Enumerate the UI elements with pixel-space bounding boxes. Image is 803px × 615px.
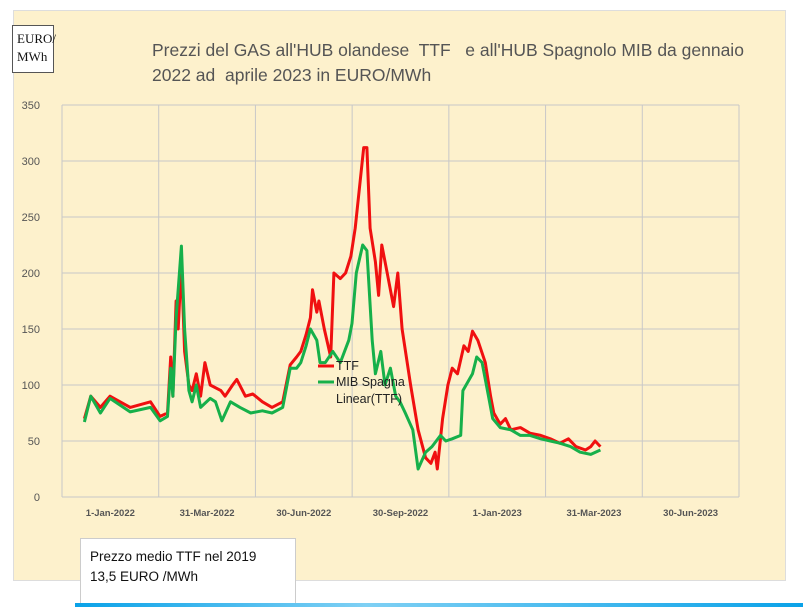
y-tick-label: 150	[22, 324, 40, 336]
y-tick-label: 350	[22, 100, 40, 112]
note-line1: Prezzo medio TTF nel 2019	[90, 549, 257, 564]
x-tick-label: 1-Jan-2023	[473, 508, 522, 519]
chart-title-line2: 2022 ad aprile 2023 in EURO/MWh	[152, 65, 432, 85]
unit-label-line2: MWh	[17, 49, 48, 64]
legend-label-linear-ttf: Linear(TTF)	[336, 392, 402, 406]
y-tick-label: 0	[34, 492, 40, 504]
chart-title-line1: Prezzi del GAS all'HUB olandese TTF e al…	[152, 40, 744, 60]
y-tick-label: 100	[22, 380, 40, 392]
x-tick-label: 1-Jan-2022	[86, 508, 135, 519]
legend-label-mib: MIB Spagna	[336, 375, 405, 389]
note-line2: 13,5 EURO /MWh	[90, 569, 199, 584]
x-tick-label: 30-Sep-2022	[373, 508, 428, 519]
unit-label-line1: EURO/	[17, 31, 56, 46]
x-tick-label: 31-Mar-2023	[566, 508, 621, 519]
unit-label-box: EURO/ MWh	[12, 25, 56, 73]
x-tick-label: 30-Jun-2023	[663, 508, 718, 519]
y-tick-label: 50	[28, 436, 40, 448]
x-tick-label: 30-Jun-2022	[276, 508, 331, 519]
chart-title: Prezzi del GAS all'HUB olandese TTF e al…	[152, 38, 792, 88]
series-line-mib-spagna	[82, 243, 602, 471]
y-tick-label: 250	[22, 212, 40, 224]
y-tick-label: 200	[22, 268, 40, 280]
legend-label-ttf: TTF	[336, 359, 359, 373]
blue-divider-line	[75, 603, 803, 607]
y-tick-label: 300	[22, 156, 40, 168]
note-box: Prezzo medio TTF nel 2019 13,5 EURO /MWh	[80, 538, 296, 607]
x-tick-label: 31-Mar-2022	[180, 508, 235, 519]
